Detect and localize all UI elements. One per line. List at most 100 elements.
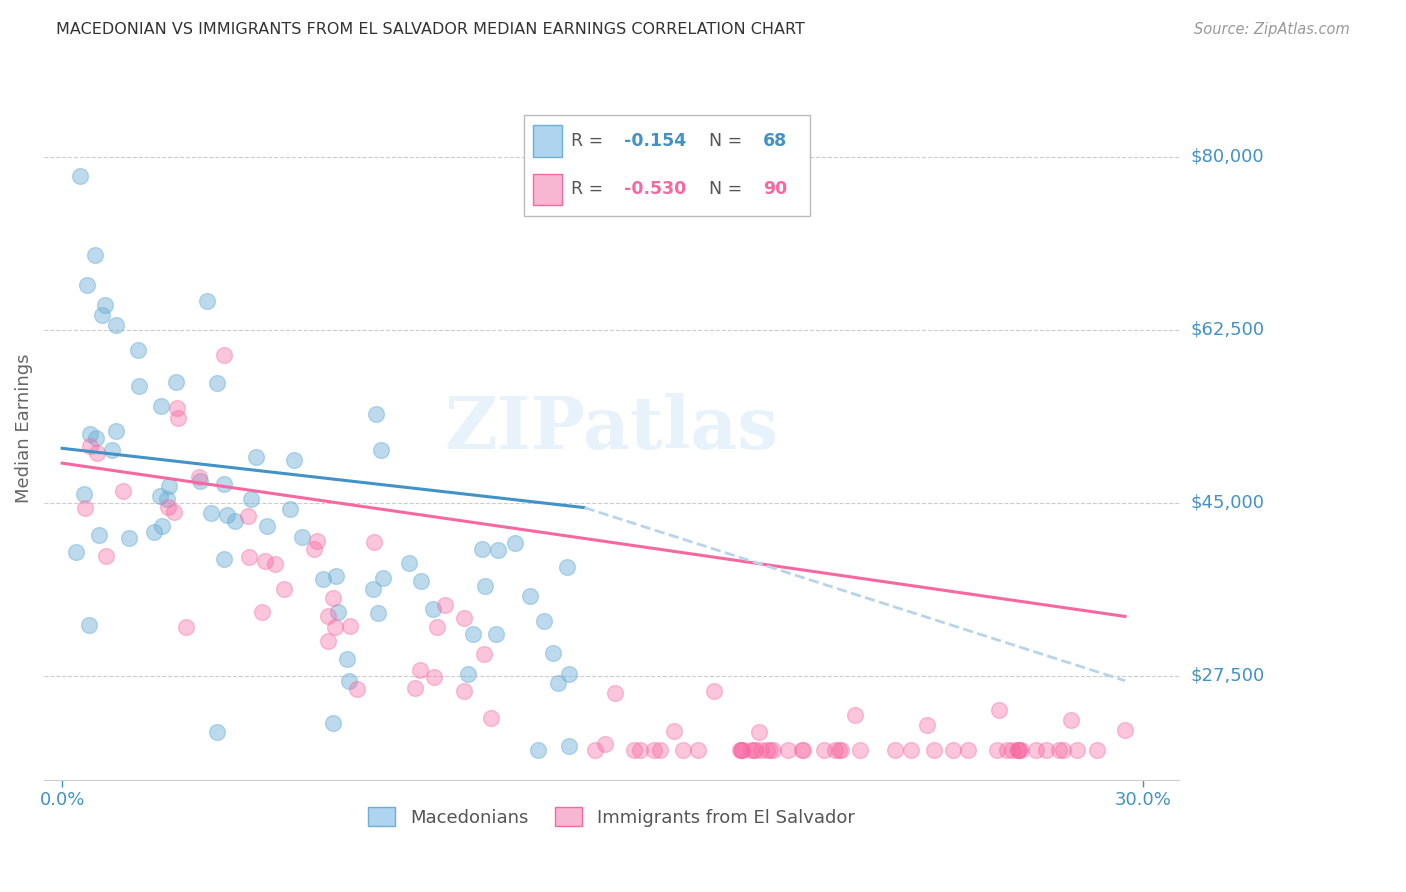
Point <box>118 531 141 545</box>
Point <box>541 646 564 660</box>
Point <box>79 426 101 441</box>
Point <box>318 634 340 648</box>
Point <box>942 743 965 757</box>
Point <box>519 590 541 604</box>
Point <box>217 508 239 523</box>
Point <box>922 743 945 757</box>
Point <box>471 541 494 556</box>
Point <box>370 442 392 457</box>
Point <box>703 683 725 698</box>
Point <box>751 743 773 757</box>
Point <box>762 743 785 757</box>
Point <box>346 682 368 697</box>
Point <box>474 579 496 593</box>
Point <box>157 500 180 514</box>
Point <box>325 569 347 583</box>
Point <box>728 743 751 757</box>
Point <box>547 676 569 690</box>
Point <box>224 514 246 528</box>
Point <box>503 535 526 549</box>
Point <box>83 248 105 262</box>
Point <box>84 431 107 445</box>
Point <box>1001 743 1024 757</box>
Point <box>987 703 1010 717</box>
Text: $62,500: $62,500 <box>1191 320 1264 339</box>
Point <box>254 553 277 567</box>
Point <box>322 591 344 605</box>
Point <box>1052 743 1074 757</box>
Point <box>792 743 814 757</box>
Point <box>457 667 479 681</box>
Point <box>322 715 344 730</box>
Point <box>174 620 197 634</box>
Point <box>1085 743 1108 757</box>
Point <box>731 743 754 757</box>
Point <box>323 620 346 634</box>
Point <box>583 743 606 757</box>
Point <box>128 379 150 393</box>
Point <box>956 743 979 757</box>
Point <box>105 424 128 438</box>
Point <box>187 470 209 484</box>
Point <box>76 278 98 293</box>
Point <box>1066 743 1088 757</box>
Point <box>245 450 267 465</box>
Point <box>195 293 218 308</box>
Point <box>75 500 97 515</box>
Point <box>336 652 359 666</box>
Point <box>256 519 278 533</box>
Point <box>813 743 835 757</box>
Point <box>748 725 770 739</box>
Point <box>149 399 172 413</box>
Point <box>157 479 180 493</box>
Point <box>200 506 222 520</box>
Point <box>595 737 617 751</box>
Point <box>77 617 100 632</box>
Point <box>1114 723 1136 738</box>
Point <box>479 710 502 724</box>
Point <box>650 743 672 757</box>
Point <box>1007 743 1029 757</box>
Point <box>367 606 389 620</box>
Point <box>434 599 457 613</box>
Point <box>662 723 685 738</box>
Point <box>311 573 333 587</box>
Point <box>283 452 305 467</box>
Y-axis label: Median Earnings: Median Earnings <box>15 354 32 503</box>
Point <box>1008 743 1031 757</box>
Point <box>758 743 780 757</box>
Point <box>425 619 447 633</box>
Point <box>742 743 765 757</box>
Point <box>849 743 872 757</box>
Point <box>486 542 509 557</box>
Point <box>558 739 581 753</box>
Point <box>339 619 361 633</box>
Point <box>239 492 262 507</box>
Point <box>422 602 444 616</box>
Point <box>339 673 361 688</box>
Point <box>94 298 117 312</box>
Point <box>485 626 508 640</box>
Point <box>1047 743 1070 757</box>
Point <box>111 484 134 499</box>
Point <box>404 681 426 695</box>
Point <box>672 743 695 757</box>
Point <box>149 489 172 503</box>
Point <box>423 670 446 684</box>
Point <box>167 410 190 425</box>
Point <box>89 528 111 542</box>
Point <box>398 556 420 570</box>
Point <box>558 666 581 681</box>
Point <box>105 318 128 332</box>
Text: $80,000: $80,000 <box>1191 147 1264 166</box>
Point <box>94 549 117 563</box>
Point <box>316 608 339 623</box>
Text: MACEDONIAN VS IMMIGRANTS FROM EL SALVADOR MEDIAN EARNINGS CORRELATION CHART: MACEDONIAN VS IMMIGRANTS FROM EL SALVADO… <box>56 22 806 37</box>
Point <box>1035 743 1057 757</box>
Point <box>90 308 112 322</box>
Point <box>643 743 665 757</box>
Point <box>205 376 228 390</box>
Point <box>291 530 314 544</box>
Point <box>824 743 846 757</box>
Point <box>212 348 235 362</box>
